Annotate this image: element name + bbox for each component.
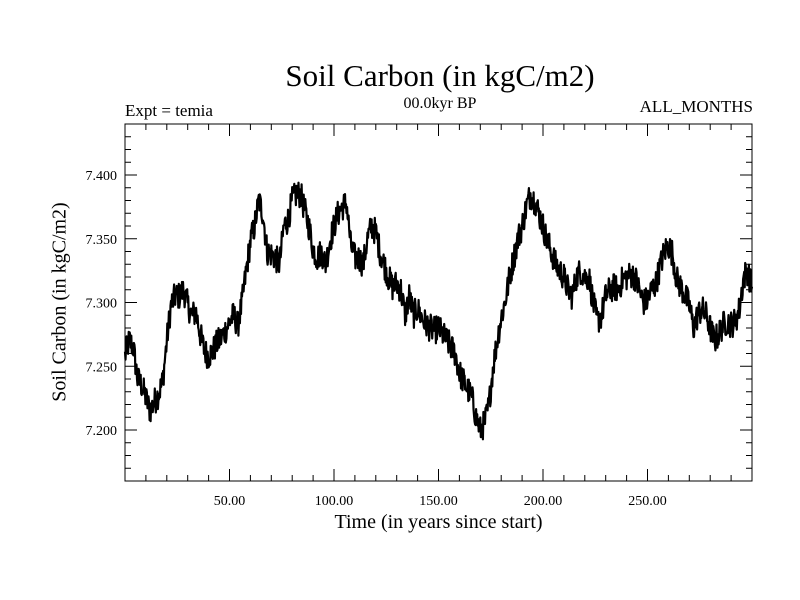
y-tick-label: 7.200 [86,424,118,439]
series-line [123,181,754,441]
y-tick-label: 7.300 [86,297,118,312]
axis-tick-labels: 50.00 100.00 150.00 200.00 250.00 7.200 7.250 7… [86,169,667,509]
axis-ticks [125,124,752,481]
y-tick-label: 7.400 [86,169,118,184]
experiment-label: Expt = temia [125,101,213,120]
plot-frame [124,123,753,482]
period-label: 00.0kyr BP [403,95,477,112]
x-tick-label: 100.00 [315,494,354,509]
months-label: ALL_MONTHS [639,97,753,116]
x-tick-label: 150.00 [419,494,458,509]
chart-title: Soil Carbon (in kgC/m2) [285,58,595,93]
x-tick-label: 200.00 [524,494,563,509]
y-axis-label: Soil Carbon (in kgC/m2) [48,202,71,402]
y-tick-label: 7.350 [86,233,118,248]
x-tick-label: 50.00 [214,494,246,509]
x-axis-label: Time (in years since start) [334,511,543,533]
x-tick-label: 250.00 [628,494,667,509]
y-tick-label: 7.250 [86,360,118,375]
